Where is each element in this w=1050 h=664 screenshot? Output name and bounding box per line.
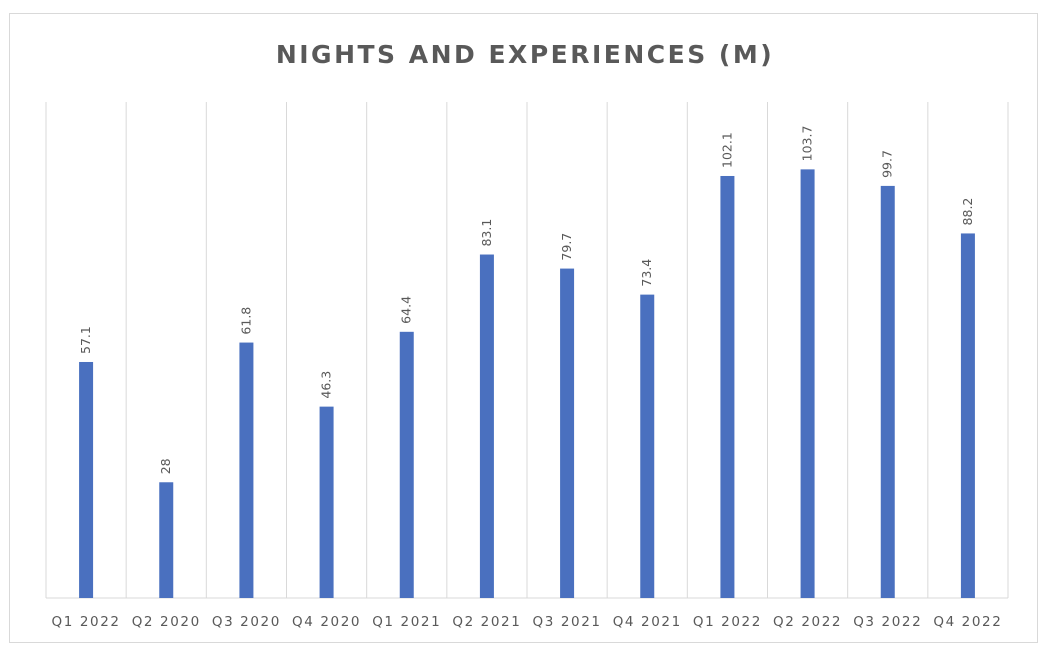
bar [319,406,334,598]
data-label: 102.1 [719,132,734,168]
data-label: 88.2 [960,198,975,226]
bars [79,169,975,598]
data-label: 103.7 [800,126,815,162]
chart-frame [9,13,1038,643]
x-tick-label: Q3 2022 [853,614,922,630]
data-label: 99.7 [880,150,895,178]
bar [79,361,94,598]
x-tick-label: Q3 2020 [212,614,281,630]
gridlines [45,102,1009,599]
data-label: 46.3 [319,371,334,399]
category-labels: Q1 2022 Q2 2020 Q3 2020 Q4 2020 Q1 2021 Q2 20… [52,614,1002,630]
bar [399,331,414,598]
data-labels: 57.1 28 61.8 46.3 64.4 83.1 79.7 73.4 102.1 103.7… [78,126,975,475]
bar [479,254,494,598]
x-tick-label: Q1 2022 [52,614,121,630]
x-tick-label: Q4 2022 [933,614,1002,630]
chart-title: NIGHTS AND EXPERIENCES (M) [275,40,775,69]
data-label: 73.4 [639,259,654,287]
data-label: 57.1 [78,326,93,354]
data-label: 28 [158,458,173,474]
x-tick-label: Q2 2020 [132,614,201,630]
data-label: 64.4 [399,296,414,324]
bar [720,175,735,598]
x-tick-label: Q3 2021 [533,614,602,630]
bar [239,342,254,598]
data-label: 61.8 [238,307,253,335]
x-tick-label: Q2 2021 [452,614,521,630]
x-tick-label: Q1 2022 [693,614,762,630]
x-tick-label: Q1 2021 [372,614,441,630]
data-label: 83.1 [479,219,494,247]
data-label: 79.7 [559,233,574,261]
x-tick-label: Q4 2020 [292,614,361,630]
x-tick-label: Q4 2021 [613,614,682,630]
bar [560,268,575,598]
bar [159,482,174,598]
bar [640,294,655,598]
bar [880,185,895,598]
x-tick-label: Q2 2022 [773,614,842,630]
bar [960,233,975,598]
bar [800,169,815,598]
